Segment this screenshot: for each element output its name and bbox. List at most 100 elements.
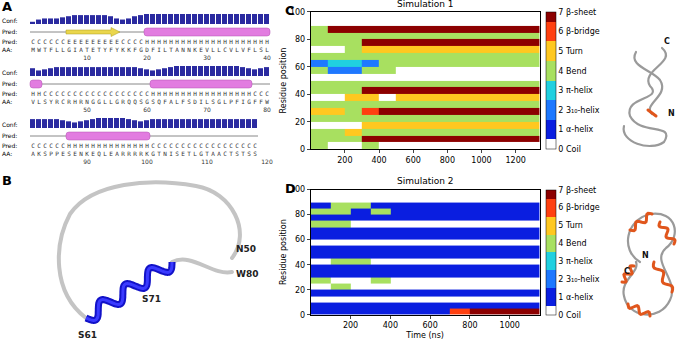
svg-text:E: E xyxy=(67,38,71,45)
svg-text:C: C xyxy=(133,90,137,97)
svg-text:C: C xyxy=(115,90,119,97)
svg-text:C: C xyxy=(37,142,41,149)
svg-text:R: R xyxy=(121,98,125,105)
svg-text:C: C xyxy=(103,90,107,97)
svg-text:H: H xyxy=(169,38,173,45)
svg-text:H: H xyxy=(247,90,251,97)
svg-text:G: G xyxy=(67,46,71,53)
svg-text:C: C xyxy=(157,142,161,149)
svg-text:I: I xyxy=(73,46,77,53)
svg-text:C: C xyxy=(205,142,209,149)
svg-text:E: E xyxy=(73,38,77,45)
svg-text:C: C xyxy=(247,142,251,149)
svg-text:H: H xyxy=(259,38,263,45)
svg-text:E: E xyxy=(181,150,185,157)
svg-text:C: C xyxy=(127,38,131,45)
svg-text:120: 120 xyxy=(261,158,273,165)
svg-text:20: 20 xyxy=(295,286,305,295)
svg-text:F: F xyxy=(235,98,239,105)
svg-text:C: C xyxy=(127,90,131,97)
svg-text:Time (ns): Time (ns) xyxy=(405,331,444,340)
svg-text:H: H xyxy=(139,142,143,149)
svg-text:K: K xyxy=(85,150,89,157)
svg-text:H: H xyxy=(187,38,191,45)
svg-text:110: 110 xyxy=(201,158,213,165)
svg-text:C: C xyxy=(181,142,185,149)
svg-text:I: I xyxy=(169,150,173,157)
svg-text:N: N xyxy=(85,98,89,105)
svg-text:H: H xyxy=(253,38,257,45)
svg-text:C: C xyxy=(67,90,71,97)
svg-text:80: 80 xyxy=(263,106,271,113)
svg-text:T: T xyxy=(241,150,245,157)
svg-text:800: 800 xyxy=(462,321,477,330)
svg-text:G: G xyxy=(115,98,119,105)
svg-text:S: S xyxy=(253,150,257,157)
svg-text:H: H xyxy=(241,38,245,45)
svg-text:H: H xyxy=(247,38,251,45)
svg-text:T: T xyxy=(205,150,209,157)
svg-text:200: 200 xyxy=(337,156,352,165)
svg-text:800: 800 xyxy=(440,156,455,165)
svg-text:C: C xyxy=(151,142,155,149)
svg-text:2 3₁₀-helix: 2 3₁₀-helix xyxy=(558,275,599,284)
svg-text:C: C xyxy=(253,142,257,149)
svg-text:L: L xyxy=(193,150,197,157)
svg-text:C: C xyxy=(199,142,203,149)
svg-text:T: T xyxy=(169,46,173,53)
svg-text:S: S xyxy=(235,150,239,157)
svg-text:C: C xyxy=(664,37,670,46)
svg-text:1 α-helix: 1 α-helix xyxy=(558,293,593,302)
svg-text:V: V xyxy=(229,46,233,53)
svg-text:10: 10 xyxy=(83,54,91,61)
svg-text:G: G xyxy=(247,98,251,105)
svg-text:H: H xyxy=(241,90,245,97)
svg-text:C: C xyxy=(624,267,630,276)
svg-text:C: C xyxy=(133,38,137,45)
svg-text:E: E xyxy=(91,46,95,53)
svg-text:Y: Y xyxy=(103,46,107,53)
svg-text:T: T xyxy=(85,46,89,53)
svg-text:E: E xyxy=(79,38,83,45)
svg-text:C: C xyxy=(31,142,35,149)
svg-text:N: N xyxy=(668,109,675,118)
svg-text:0 Coil: 0 Coil xyxy=(558,310,581,319)
svg-text:C: C xyxy=(121,90,125,97)
svg-text:3 π-helix: 3 π-helix xyxy=(558,86,593,95)
svg-text:G: G xyxy=(145,98,149,105)
svg-text:W80: W80 xyxy=(236,269,258,279)
svg-text:H: H xyxy=(91,142,95,149)
svg-text:AA:: AA: xyxy=(2,46,12,53)
svg-text:C: C xyxy=(91,90,95,97)
svg-text:400: 400 xyxy=(383,321,398,330)
svg-text:G: G xyxy=(151,150,155,157)
svg-text:C: C xyxy=(223,150,227,157)
svg-text:H: H xyxy=(229,38,233,45)
svg-text:C: C xyxy=(43,38,47,45)
svg-text:3 π-helix: 3 π-helix xyxy=(558,257,593,266)
svg-text:C: C xyxy=(241,142,245,149)
svg-text:H: H xyxy=(157,90,161,97)
svg-text:1 α-helix: 1 α-helix xyxy=(558,125,593,134)
svg-text:Pred:: Pred: xyxy=(2,28,17,35)
svg-text:R: R xyxy=(55,98,59,105)
svg-text:C: C xyxy=(145,90,149,97)
svg-text:S: S xyxy=(151,98,155,105)
svg-text:L: L xyxy=(217,46,221,53)
svg-text:H: H xyxy=(217,38,221,45)
svg-text:S: S xyxy=(43,150,47,157)
svg-text:H: H xyxy=(205,38,209,45)
svg-text:H: H xyxy=(265,38,269,45)
svg-text:S: S xyxy=(187,98,191,105)
svg-text:5 Turn: 5 Turn xyxy=(558,221,583,230)
svg-text:C: C xyxy=(223,142,227,149)
svg-text:C: C xyxy=(73,90,77,97)
svg-text:E: E xyxy=(109,38,113,45)
svg-text:H: H xyxy=(73,98,77,105)
svg-text:C: C xyxy=(235,142,239,149)
svg-text:H: H xyxy=(199,38,203,45)
svg-text:H: H xyxy=(163,90,167,97)
svg-text:H: H xyxy=(205,90,209,97)
svg-text:N: N xyxy=(181,46,185,53)
svg-text:C: C xyxy=(49,38,53,45)
